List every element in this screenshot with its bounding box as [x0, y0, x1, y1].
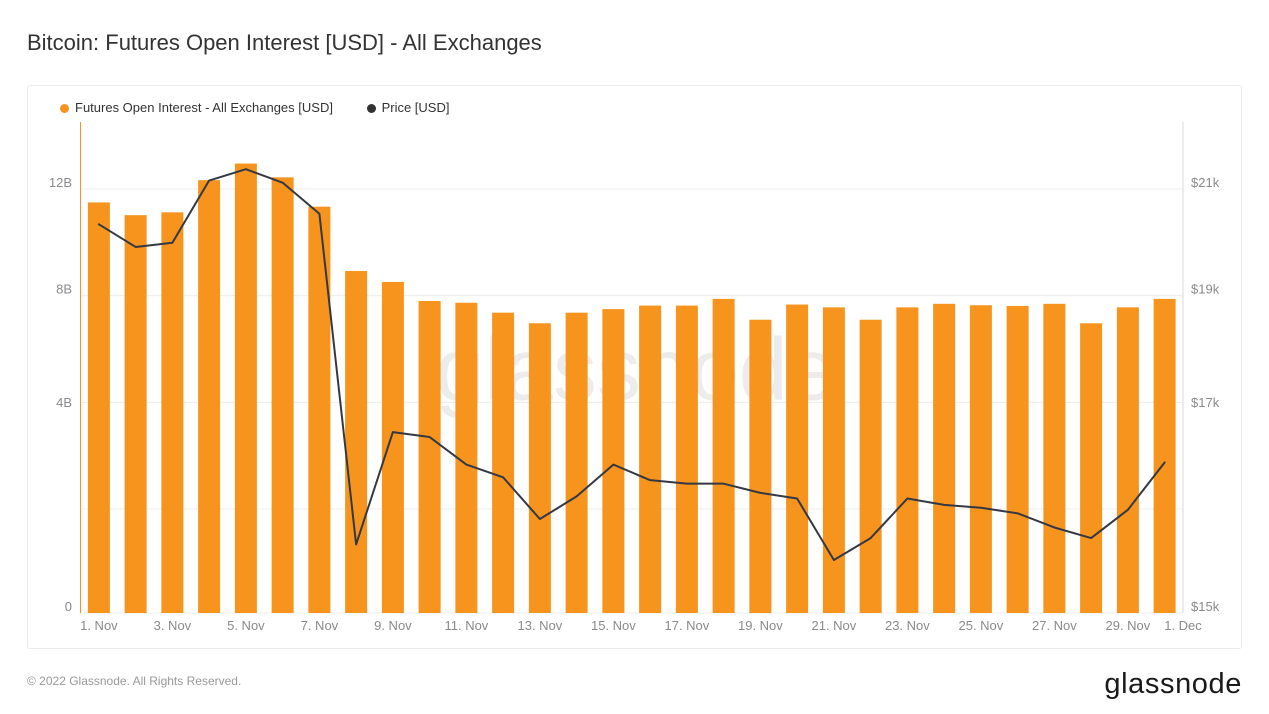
svg-text:$17k: $17k — [1191, 395, 1220, 410]
svg-text:$19k: $19k — [1191, 282, 1220, 297]
svg-text:8B: 8B — [56, 282, 72, 297]
svg-text:12B: 12B — [49, 175, 72, 190]
svg-text:$21k: $21k — [1191, 175, 1220, 190]
svg-text:$15k: $15k — [1191, 599, 1220, 614]
svg-text:4B: 4B — [56, 395, 72, 410]
svg-text:0: 0 — [65, 599, 72, 614]
